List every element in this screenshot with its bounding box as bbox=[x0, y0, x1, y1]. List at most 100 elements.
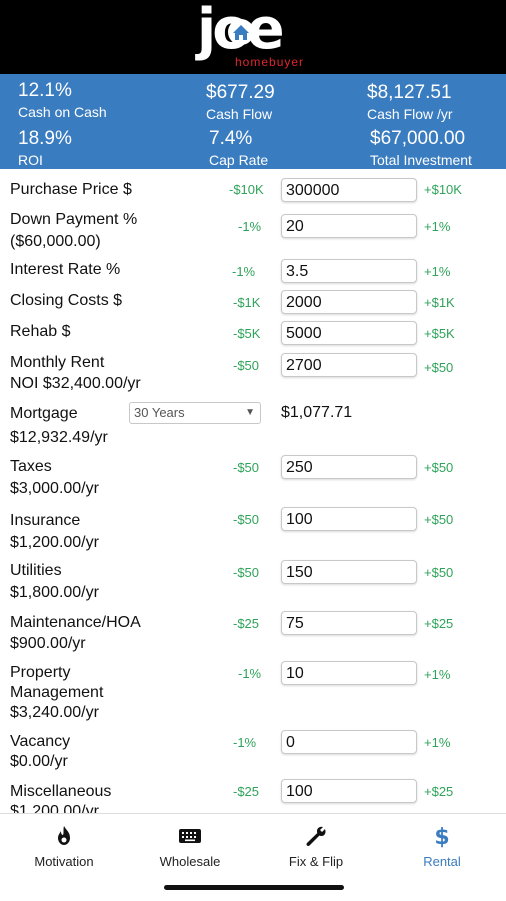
utilities-input[interactable]: 150 bbox=[281, 560, 417, 584]
utilities-annual: $1,800.00/yr bbox=[10, 584, 99, 601]
property-management-label: Property bbox=[10, 664, 71, 681]
property-management-label-line2: Management bbox=[10, 684, 104, 701]
down-payment-amount: ($60,000.00) bbox=[10, 233, 101, 250]
down-payment-increase-button[interactable]: +1% bbox=[424, 219, 451, 234]
interest-rate-input[interactable]: 3.5 bbox=[281, 259, 417, 283]
miscellaneous-increase-button[interactable]: +$25 bbox=[424, 784, 454, 799]
property-management-input[interactable]: 10 bbox=[281, 661, 417, 685]
tab-wholesale[interactable]: Wholesale bbox=[135, 824, 245, 870]
summary-label: Cash on Cash bbox=[18, 104, 107, 120]
maintenance-annual: $900.00/yr bbox=[10, 635, 86, 652]
mortgage-annual: $12,932.49/yr bbox=[10, 429, 108, 446]
maintenance-decrease-button[interactable]: -$25 bbox=[233, 616, 260, 631]
dollar-icon: $ bbox=[434, 825, 449, 848]
miscellaneous-decrease-button[interactable]: -$25 bbox=[233, 784, 260, 799]
down-payment-input[interactable]: 20 bbox=[281, 214, 417, 238]
monthly-rent-increase-button[interactable]: +$50 bbox=[424, 360, 454, 375]
chevron-down-icon: ▼ bbox=[245, 407, 255, 418]
closing-costs-increase-button[interactable]: +$1K bbox=[424, 295, 455, 310]
maintenance-increase-button[interactable]: +$25 bbox=[424, 616, 454, 631]
down-payment-decrease-button[interactable]: -1% bbox=[238, 219, 262, 234]
vacancy-annual: $0.00/yr bbox=[10, 753, 68, 770]
summary-value: $67,000.00 bbox=[370, 128, 466, 149]
summary-label: Cash Flow /yr bbox=[367, 106, 453, 122]
purchase-price-decrease-button[interactable]: -$10K bbox=[229, 182, 264, 197]
property-management-decrease-button[interactable]: -1% bbox=[238, 666, 262, 681]
maintenance-label: Maintenance/HOA bbox=[10, 614, 141, 631]
noi-value: NOI $32,400.00/yr bbox=[10, 375, 141, 392]
monthly-rent-label: Monthly Rent bbox=[10, 354, 105, 371]
closing-costs-input[interactable]: 2000 bbox=[281, 290, 417, 314]
summary-value: 12.1% bbox=[18, 80, 72, 101]
utilities-increase-button[interactable]: +$50 bbox=[424, 565, 454, 580]
utilities-label: Utilities bbox=[10, 562, 62, 579]
summary-cash-flow-yr: $8,127.51 Cash Flow /yr bbox=[367, 82, 453, 122]
house-icon bbox=[228, 19, 254, 45]
home-indicator[interactable] bbox=[164, 885, 344, 890]
purchase-price-input[interactable]: 300000 bbox=[281, 178, 417, 202]
insurance-input[interactable]: 100 bbox=[281, 507, 417, 531]
vacancy-label: Vacancy bbox=[10, 733, 71, 750]
summary-value: $8,127.51 bbox=[367, 82, 452, 103]
app-header: joe homebuyer bbox=[0, 0, 506, 74]
summary-value: $677.29 bbox=[206, 82, 275, 103]
mortgage-label: Mortgage bbox=[10, 405, 78, 422]
wrench-icon bbox=[306, 826, 326, 847]
summary-cap-rate: 7.4% Cap Rate bbox=[209, 128, 268, 168]
keyboard-icon bbox=[179, 829, 201, 843]
summary-label: ROI bbox=[18, 152, 43, 168]
taxes-input[interactable]: 250 bbox=[281, 455, 417, 479]
summary-value: 18.9% bbox=[18, 128, 72, 149]
mortgage-payment: $1,077.71 bbox=[281, 404, 353, 421]
property-management-annual: $3,240.00/yr bbox=[10, 704, 99, 721]
taxes-annual: $3,000.00/yr bbox=[10, 480, 99, 497]
taxes-label: Taxes bbox=[10, 458, 52, 475]
joe-homebuyer-logo: joe homebuyer bbox=[197, 0, 312, 70]
taxes-decrease-button[interactable]: -$50 bbox=[233, 460, 260, 475]
interest-rate-decrease-button[interactable]: -1% bbox=[232, 264, 256, 279]
flame-icon bbox=[58, 826, 70, 845]
down-payment-label: Down Payment % bbox=[10, 211, 138, 228]
rehab-label: Rehab $ bbox=[10, 323, 71, 340]
miscellaneous-label: Miscellaneous bbox=[10, 783, 112, 800]
monthly-rent-input[interactable]: 2700 bbox=[281, 353, 417, 377]
closing-costs-decrease-button[interactable]: -$1K bbox=[233, 295, 261, 310]
mortgage-term-value: 30 Years bbox=[134, 405, 185, 420]
logo-subtitle: homebuyer bbox=[235, 55, 305, 69]
mortgage-term-select[interactable]: 30 Years ▼ bbox=[129, 402, 261, 424]
rehab-increase-button[interactable]: +$5K bbox=[424, 326, 455, 341]
miscellaneous-input[interactable]: 100 bbox=[281, 779, 417, 803]
interest-rate-label: Interest Rate % bbox=[10, 261, 121, 278]
summary-total-investment: $67,000.00 Total Investment bbox=[370, 128, 472, 168]
vacancy-decrease-button[interactable]: -1% bbox=[233, 735, 257, 750]
rehab-decrease-button[interactable]: -$5K bbox=[233, 326, 261, 341]
monthly-rent-decrease-button[interactable]: -$50 bbox=[233, 358, 260, 373]
interest-rate-increase-button[interactable]: +1% bbox=[424, 264, 451, 279]
insurance-label: Insurance bbox=[10, 512, 81, 529]
insurance-increase-button[interactable]: +$50 bbox=[424, 512, 454, 527]
summary-cash-flow: $677.29 Cash Flow bbox=[206, 82, 275, 122]
purchase-price-increase-button[interactable]: +$10K bbox=[424, 182, 462, 197]
property-management-increase-button[interactable]: +1% bbox=[424, 667, 451, 682]
rehab-input[interactable]: 5000 bbox=[281, 321, 417, 345]
utilities-decrease-button[interactable]: -$50 bbox=[233, 565, 260, 580]
summary-roi: 18.9% ROI bbox=[18, 128, 72, 168]
vacancy-input[interactable]: 0 bbox=[281, 730, 417, 754]
vacancy-increase-button[interactable]: +1% bbox=[424, 735, 451, 750]
purchase-price-label: Purchase Price $ bbox=[10, 181, 132, 198]
summary-label: Cash Flow bbox=[206, 106, 273, 122]
summary-value: 7.4% bbox=[209, 128, 253, 149]
tab-label: Rental bbox=[423, 854, 461, 869]
taxes-increase-button[interactable]: +$50 bbox=[424, 460, 454, 475]
tab-rental[interactable]: $ Rental bbox=[387, 824, 497, 870]
maintenance-input[interactable]: 75 bbox=[281, 611, 417, 635]
summary-cash-on-cash: 12.1% Cash on Cash bbox=[18, 80, 107, 120]
closing-costs-label: Closing Costs $ bbox=[10, 292, 123, 309]
insurance-decrease-button[interactable]: -$50 bbox=[233, 512, 260, 527]
tab-motivation[interactable]: Motivation bbox=[9, 824, 119, 870]
summary-label: Total Investment bbox=[370, 152, 472, 168]
tab-label: Motivation bbox=[34, 854, 94, 869]
tab-fix-and-flip[interactable]: Fix & Flip bbox=[261, 824, 371, 870]
svg-text:$: $ bbox=[434, 825, 449, 848]
insurance-annual: $1,200.00/yr bbox=[10, 534, 99, 551]
